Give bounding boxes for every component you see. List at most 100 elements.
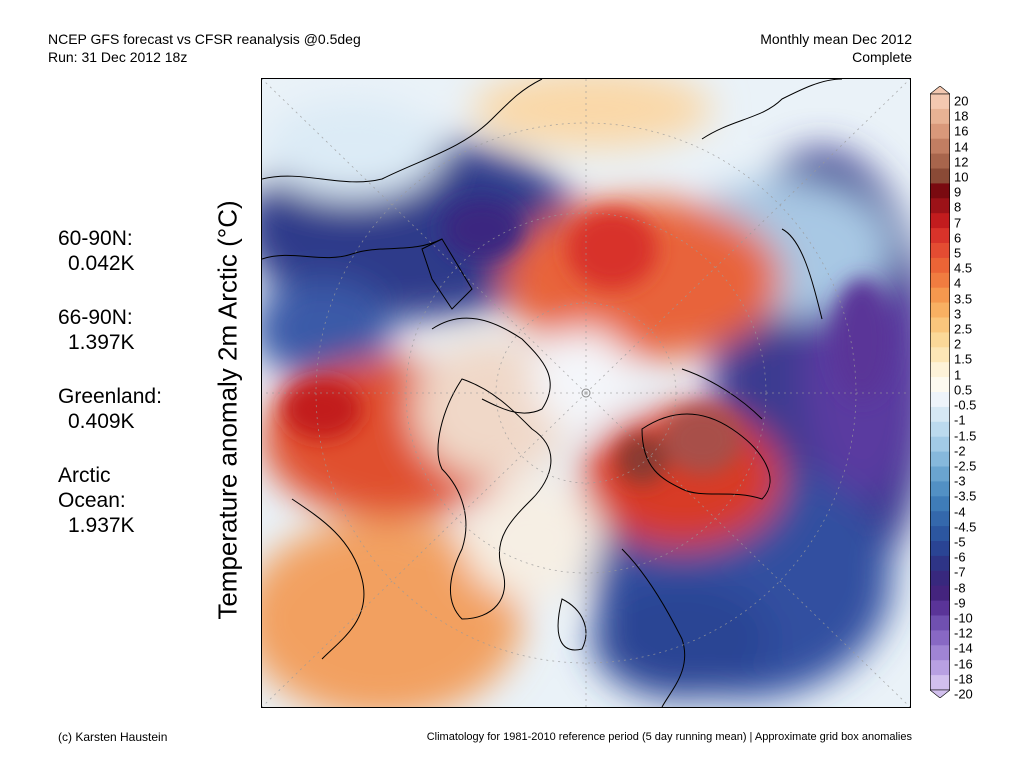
colorbar-swatch	[930, 526, 950, 542]
colorbar-swatch	[930, 466, 950, 482]
colorbar-swatch	[930, 317, 950, 333]
colorbar-tick-label: -7	[954, 564, 966, 580]
colorbar-tick-label: -9	[954, 595, 966, 611]
colorbar-tick-label: 3.5	[954, 291, 973, 307]
colorbar-swatch	[930, 615, 950, 631]
colorbar-swatch	[930, 153, 950, 169]
model-title: NCEP GFS forecast vs CFSR reanalysis @0.…	[48, 31, 361, 47]
colorbar-tick-label: -10	[954, 610, 973, 626]
colorbar-swatch	[930, 198, 950, 214]
colorbar-tick-label: -3.5	[954, 488, 977, 504]
colorbar-tick-label: 6	[954, 230, 962, 246]
colorbar-swatch	[930, 645, 950, 661]
anomaly-map	[261, 78, 911, 708]
stat-label: 60-90N:	[58, 227, 133, 250]
colorbar-tick-label: 5	[954, 245, 962, 261]
map-axis-label: Temperature anomaly 2m Arctic (°C)	[212, 200, 243, 620]
colorbar-swatch	[930, 272, 950, 289]
colorbar-tick-label: 14	[954, 139, 969, 155]
colorbar-tick-label: 20	[954, 93, 969, 109]
colorbar-tick-label: 18	[954, 108, 969, 124]
colorbar-tick-label: 0.5	[954, 382, 973, 398]
colorbar-swatch	[930, 392, 950, 408]
stat-greenland: Greenland: 0.409K	[58, 384, 162, 434]
stat-value: 0.409K	[68, 410, 135, 433]
colorbar-tick-label: 16	[954, 123, 969, 139]
colorbar-swatch	[930, 213, 950, 229]
period-label: Monthly mean Dec 2012	[760, 31, 912, 47]
colorbar-swatch	[930, 675, 950, 691]
colorbar-min-arrow	[930, 689, 950, 698]
colorbar-tick-label: 2.5	[954, 321, 973, 337]
stat-value: 0.042K	[68, 252, 135, 275]
colorbar-tick-label: 4.5	[954, 260, 973, 276]
colorbar-tick-label: -12	[954, 625, 973, 641]
colorbar-swatch	[930, 570, 950, 587]
colorbar-tick-label: -4.5	[954, 519, 977, 535]
run-label: Run: 31 Dec 2012 18z	[48, 49, 188, 65]
colorbar-swatch	[930, 243, 950, 259]
colorbar-tick-label: 12	[954, 154, 969, 170]
colorbar-max-arrow	[930, 86, 950, 95]
colorbar-tick-label: -1.5	[954, 428, 977, 443]
colorbar-swatch	[930, 511, 950, 527]
colorbar-swatch	[930, 541, 950, 557]
stat-value: 1.397K	[68, 331, 135, 354]
colorbar-swatch	[930, 451, 950, 467]
colorbar-tick-label: 7	[954, 215, 962, 231]
extreme-anomaly-cores	[282, 199, 892, 484]
title-left: NCEP GFS forecast vs CFSR reanalysis @0.…	[48, 30, 361, 66]
colorbar-swatch	[930, 555, 950, 572]
colorbar-swatch	[930, 287, 950, 304]
stat-60-90n: 60-90N: 0.042K	[58, 226, 162, 276]
colorbar-tick-label: -4	[954, 504, 966, 520]
colorbar-swatch	[930, 660, 950, 676]
pole-marker	[581, 388, 591, 398]
colorbar-swatch	[930, 332, 950, 348]
stat-label: Arctic Ocean:	[58, 464, 126, 512]
colorbar-swatch	[930, 94, 950, 110]
region-stats: 60-90N: 0.042K 66-90N: 1.397K Greenland:…	[58, 226, 162, 567]
graticule	[262, 79, 910, 707]
colorbar-tick-label: 1.5	[954, 351, 973, 367]
stat-label: 66-90N:	[58, 306, 133, 329]
colorbar-tick-label: -1	[954, 412, 966, 428]
colorbar-swatch	[930, 257, 950, 274]
colorbar-swatch	[930, 377, 950, 393]
colorbar-swatch	[930, 600, 950, 616]
colorbar-swatch	[930, 421, 950, 438]
colorbar-swatch	[930, 630, 950, 646]
colorbar-tick-label: -0.5	[954, 397, 977, 413]
colorbar-tick-label: 4	[954, 275, 962, 291]
colorbar-swatch	[930, 123, 950, 140]
colorbar	[930, 86, 950, 698]
colorbar-tick-label: -16	[954, 656, 973, 672]
colorbar-tick-label: -14	[954, 640, 973, 656]
colorbar-swatch	[930, 183, 950, 199]
stat-value: 1.937K	[68, 514, 135, 537]
colorbar-swatch	[930, 406, 950, 423]
colorbar-tick-label: -2	[954, 443, 966, 459]
colorbar-tick-label: -18	[954, 671, 973, 687]
credit: (c) Karsten Haustein	[58, 730, 168, 744]
stat-arctic-ocean: Arctic Ocean: 1.937K	[58, 463, 162, 538]
colorbar-tick-label: -8	[954, 580, 966, 596]
colorbar-swatch	[930, 436, 950, 453]
colorbar-swatch	[930, 228, 950, 244]
colorbar-tick-label: 1	[954, 367, 962, 383]
colorbar-tick-label: 9	[954, 184, 962, 200]
colorbar-tick-label: 2	[954, 336, 962, 352]
colorbar-tick-label: -20	[954, 686, 973, 702]
colorbar-swatch	[930, 585, 950, 602]
colorbar-swatch	[930, 496, 950, 512]
coastlines	[262, 79, 843, 707]
stat-label: Greenland:	[58, 385, 162, 408]
colorbar-tick-label: -5	[954, 534, 966, 550]
colorbar-tick-label: 3	[954, 306, 962, 322]
colorbar-swatch	[930, 362, 950, 378]
colorbar-swatch	[930, 481, 950, 497]
colorbar-tick-label: 8	[954, 199, 962, 215]
stat-66-90n: 66-90N: 1.397K	[58, 305, 162, 355]
colorbar-swatch	[930, 302, 950, 318]
colorbar-tick-label: -6	[954, 549, 966, 565]
